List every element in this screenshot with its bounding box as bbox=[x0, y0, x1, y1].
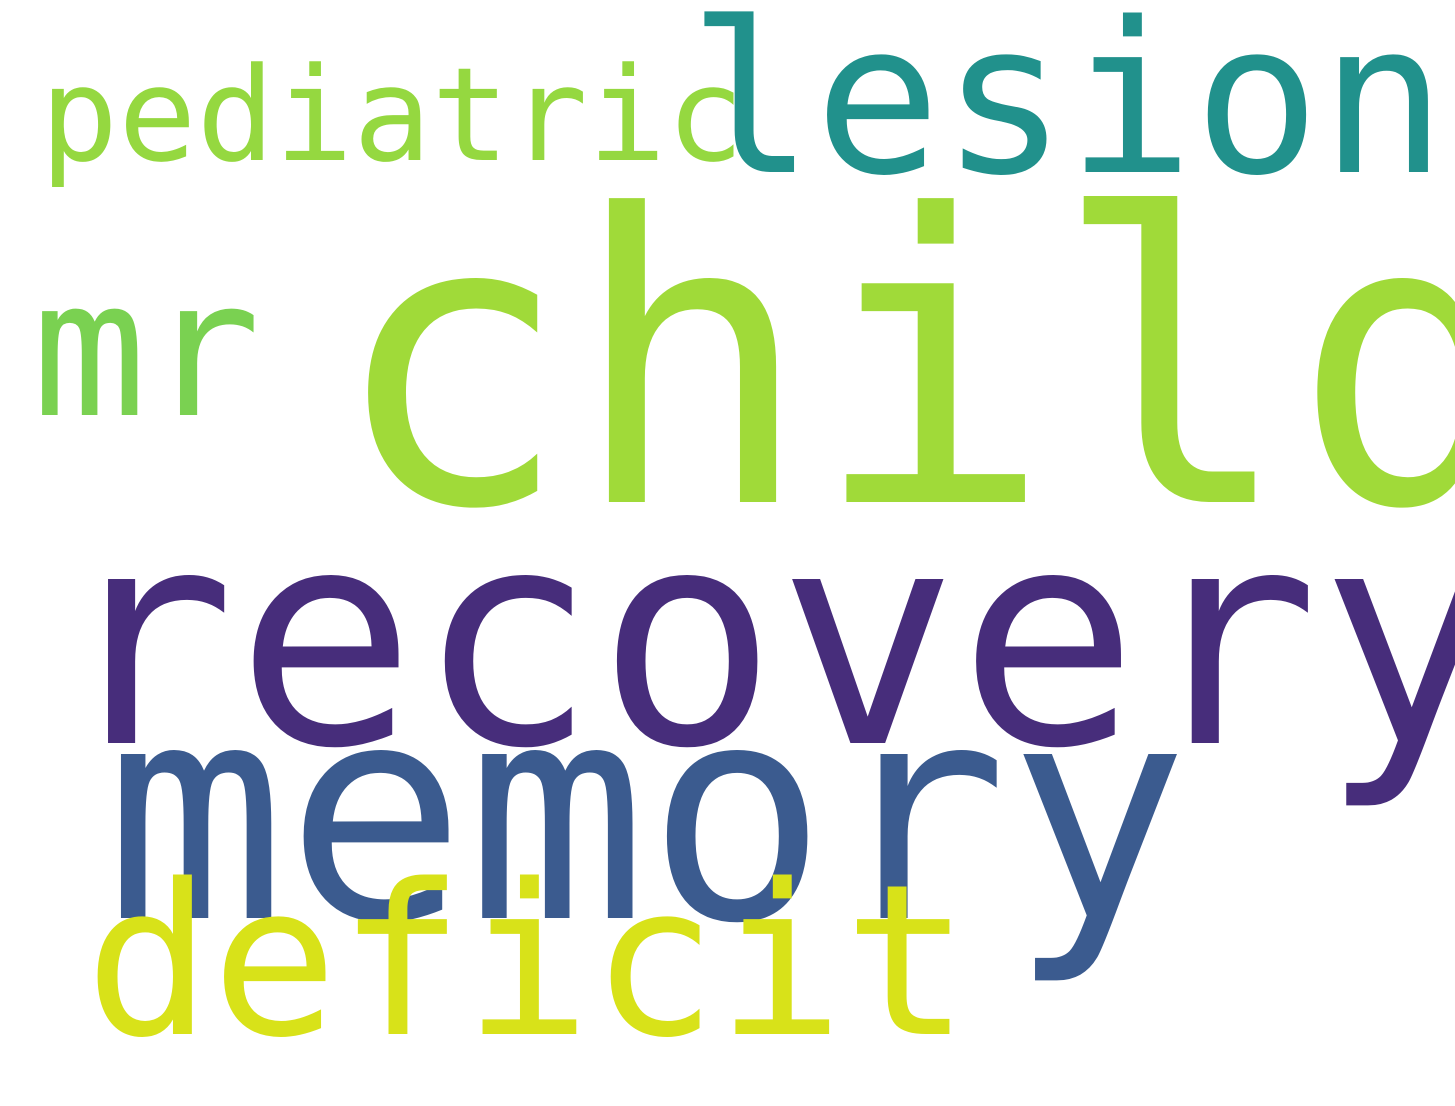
word-lesion: lesion bbox=[688, 0, 1447, 222]
word-memory: memory bbox=[105, 640, 1189, 989]
word-deficit: deficit bbox=[85, 839, 971, 1084]
word-mr: mr bbox=[32, 239, 261, 460]
word-pediatric: pediatric bbox=[40, 39, 745, 191]
word-recovery: recovery bbox=[55, 465, 1455, 814]
word-child: child bbox=[330, 132, 1455, 597]
